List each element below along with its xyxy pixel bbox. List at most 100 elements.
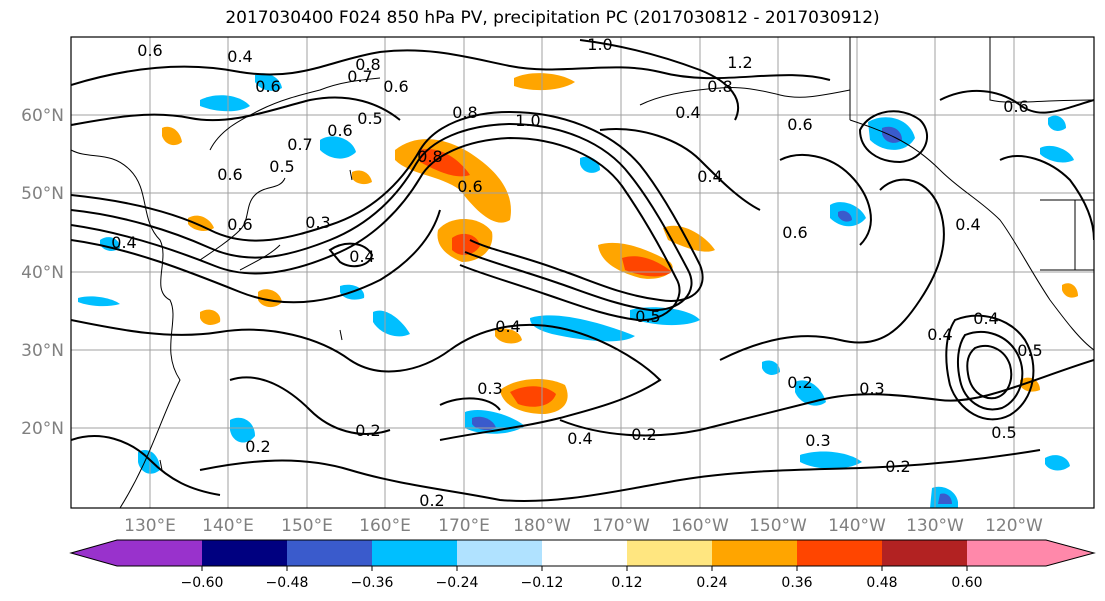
colorbar-tick-label: 0.60 <box>951 575 982 591</box>
contour-label: 0.7 <box>287 135 312 154</box>
contour-label: 0.6 <box>787 115 812 134</box>
precip-positive-region <box>510 386 556 407</box>
colorbar-segment <box>457 540 542 566</box>
contour-label: 0.4 <box>349 247 374 266</box>
precip-shading <box>78 73 1078 508</box>
contour-label: 0.4 <box>675 103 700 122</box>
colorbar-tick-label: 0.24 <box>696 575 727 591</box>
lat-label: 50°N <box>21 184 64 204</box>
contour-label: 0.5 <box>269 157 294 176</box>
contour-label: 0.2 <box>631 425 656 444</box>
contour-label: 0.2 <box>885 457 910 476</box>
contour-label: 0.6 <box>782 223 807 242</box>
colorbar-segment <box>967 540 1046 566</box>
lat-label: 30°N <box>21 341 64 361</box>
contour-label: 0.4 <box>567 429 592 448</box>
colorbar-tick-label: −0.12 <box>521 575 564 591</box>
colorbar-tick-label: −0.36 <box>351 575 394 591</box>
contour-label: 0.2 <box>245 437 270 456</box>
precip-negative-region <box>762 360 780 375</box>
contour-label: 0.4 <box>495 317 520 336</box>
contour-label: 0.6 <box>457 177 482 196</box>
precip-positive-region <box>162 126 182 146</box>
lat-label: 20°N <box>21 419 64 439</box>
precip-negative-region <box>100 237 120 251</box>
lon-label: 170°E <box>438 516 490 536</box>
contour-label: 0.5 <box>1017 341 1042 360</box>
contour-label: 0.3 <box>805 431 830 450</box>
colorbar-segment <box>627 540 712 566</box>
precip-negative-region <box>373 310 410 337</box>
colorbar-high-extension <box>1046 540 1094 566</box>
lon-label: 160°W <box>671 516 729 536</box>
lon-label: 120°W <box>985 516 1043 536</box>
colorbar-tick-label: 0.36 <box>781 575 812 591</box>
contour-label: 0.6 <box>217 165 242 184</box>
precip-negative-region <box>230 417 255 443</box>
precip-negative-region <box>800 451 862 469</box>
precip-positive-region <box>258 289 282 308</box>
colorbar-segment <box>287 540 372 566</box>
lon-label: 170°W <box>592 516 650 536</box>
lon-label: 180°W <box>513 516 571 536</box>
precip-negative-region <box>838 210 852 222</box>
lon-label: 140°W <box>828 516 886 536</box>
precip-positive-region <box>663 225 715 252</box>
colorbar-tick-labels: −0.60 −0.48 −0.36 −0.24 −0.12 0.12 0.24 … <box>181 575 983 591</box>
colorbar-segment <box>372 540 457 566</box>
colorbar-outline <box>69 539 1096 567</box>
colorbar-segment <box>712 540 797 566</box>
contour-label: 0.4 <box>697 167 722 186</box>
precip-positive-region <box>188 215 214 231</box>
contour-label: 1.0 <box>515 111 540 130</box>
lon-label: 150°W <box>749 516 807 536</box>
colorbar-tick-label: 0.12 <box>611 575 642 591</box>
lon-label: 130°E <box>124 516 176 536</box>
precip-negative-region <box>530 315 635 342</box>
precip-positive-region <box>514 73 575 91</box>
colorbar-segment <box>882 540 967 566</box>
precip-negative-region <box>78 296 120 307</box>
contour-labels: 0.6 0.4 0.6 0.8 0.7 0.6 1.0 1.2 0.8 0.4 … <box>111 35 1042 510</box>
precip-positive-region <box>1062 283 1078 298</box>
colorbar-low-extension <box>71 540 117 566</box>
precip-negative-region <box>255 73 282 91</box>
contour-label: 0.6 <box>327 121 352 140</box>
longitude-labels: 130°E 140°E 150°E 160°E 170°E 180°W 170°… <box>124 516 1043 536</box>
contour-label: 0.6 <box>1003 97 1028 116</box>
precip-negative-region <box>320 136 356 159</box>
contour-label: 0.4 <box>973 309 998 328</box>
contour-label: 0.8 <box>707 77 732 96</box>
contour-label: 1.0 <box>587 35 612 54</box>
contour-label: 0.6 <box>383 77 408 96</box>
precip-negative-region <box>200 95 250 112</box>
contour-label: 0.8 <box>452 103 477 122</box>
precip-negative-region <box>938 493 952 504</box>
precip-positive-region <box>622 256 672 277</box>
colorbar-tick-label: −0.24 <box>436 575 479 591</box>
lon-label: 140°E <box>202 516 254 536</box>
lon-label: 160°E <box>359 516 411 536</box>
contour-label: 0.6 <box>137 41 162 60</box>
colorbar-tick-label: −0.48 <box>266 575 309 591</box>
colorbar-tick-label: 0.48 <box>866 575 897 591</box>
precip-negative-region <box>472 416 496 431</box>
colorbar-ticks <box>201 566 968 571</box>
precip-negative-region <box>138 450 160 474</box>
latitude-labels: 60°N 50°N 40°N 30°N 20°N <box>21 106 64 439</box>
precip-negative-region <box>1048 115 1066 131</box>
contour-label: 0.7 <box>347 67 372 86</box>
contour-label: 0.3 <box>477 379 502 398</box>
lon-label: 130°W <box>906 516 964 536</box>
precip-negative-region <box>1045 455 1070 471</box>
contour-label: 0.4 <box>111 233 136 252</box>
contour-label: 0.3 <box>305 213 330 232</box>
contour-label: 0.4 <box>227 47 252 66</box>
colorbar-segment <box>542 540 627 566</box>
contour-label: 0.8 <box>355 55 380 74</box>
map-panel: 0.6 0.4 0.6 0.8 0.7 0.6 1.0 1.2 0.8 0.4 … <box>21 35 1095 536</box>
contour-label: 0.4 <box>927 325 952 344</box>
contour-label: 0.5 <box>991 423 1016 442</box>
contour-label: 0.3 <box>859 379 884 398</box>
